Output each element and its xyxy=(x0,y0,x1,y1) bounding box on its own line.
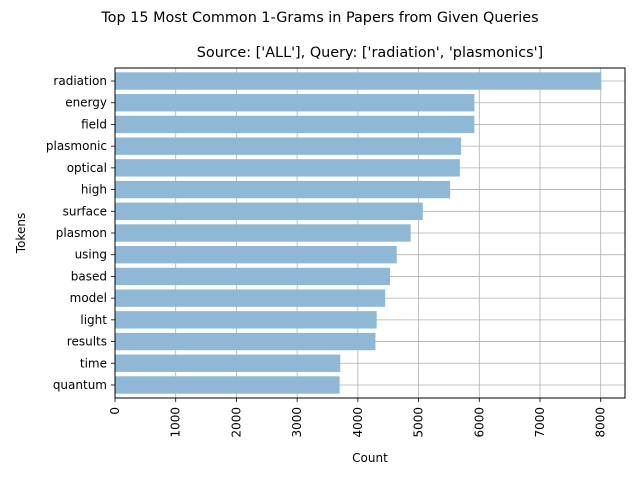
bar-light xyxy=(115,311,377,329)
y-tick-label: based xyxy=(71,269,107,283)
y-tick-label: light xyxy=(80,313,107,327)
y-tick-label: plasmon xyxy=(56,226,107,240)
bar-optical xyxy=(115,159,460,177)
bar-model xyxy=(115,289,386,307)
bar-plasmon xyxy=(115,224,411,242)
bar-results xyxy=(115,332,376,351)
chart-title: Source: ['ALL'], Query: ['radiation', 'p… xyxy=(197,45,543,61)
x-tick-label: 8000 xyxy=(594,407,608,438)
x-tick-label: 6000 xyxy=(472,407,486,438)
x-tick-label: 1000 xyxy=(169,407,183,438)
y-tick-label: model xyxy=(70,291,107,305)
y-tick-label: results xyxy=(67,335,107,349)
y-tick-label: radiation xyxy=(53,74,107,88)
y-tick-label: time xyxy=(80,356,107,370)
bar-high xyxy=(115,180,451,199)
y-axis-label: Tokens xyxy=(14,213,28,254)
bar-field xyxy=(115,115,475,134)
y-tick-label: using xyxy=(75,248,107,262)
y-tick-label: field xyxy=(81,117,107,131)
bar-using xyxy=(115,246,397,264)
y-tick-label: high xyxy=(81,183,107,197)
y-tick-label: plasmonic xyxy=(46,139,107,153)
x-tick-label: 7000 xyxy=(533,407,547,438)
y-tick-label: optical xyxy=(67,161,107,175)
x-tick-label: 3000 xyxy=(290,407,304,438)
bars xyxy=(115,72,602,394)
bar-plasmonic xyxy=(115,137,462,155)
x-tick-label: 5000 xyxy=(412,407,426,438)
y-tick-label: quantum xyxy=(53,378,107,392)
chart-suptitle: Top 15 Most Common 1-Grams in Papers fro… xyxy=(100,10,538,26)
y-tick-label: surface xyxy=(63,204,107,218)
x-tick-labels: 0 1000 2000 3000 4000 5000 6000 7000 8000 xyxy=(108,398,608,438)
bar-quantum xyxy=(115,376,340,394)
bar-energy xyxy=(115,94,475,112)
y-tick-label: energy xyxy=(65,96,107,110)
x-tick-label: 0 xyxy=(108,407,122,415)
x-tick-label: 2000 xyxy=(229,407,243,438)
bar-radiation xyxy=(115,72,602,90)
bar-surface xyxy=(115,202,423,220)
bar-based xyxy=(115,267,391,286)
x-tick-label: 4000 xyxy=(351,407,365,438)
x-axis-label: Count xyxy=(352,451,388,465)
y-tick-labels: radiation energy field plasmonic optical high… xyxy=(46,74,115,392)
bar-time xyxy=(115,354,341,372)
